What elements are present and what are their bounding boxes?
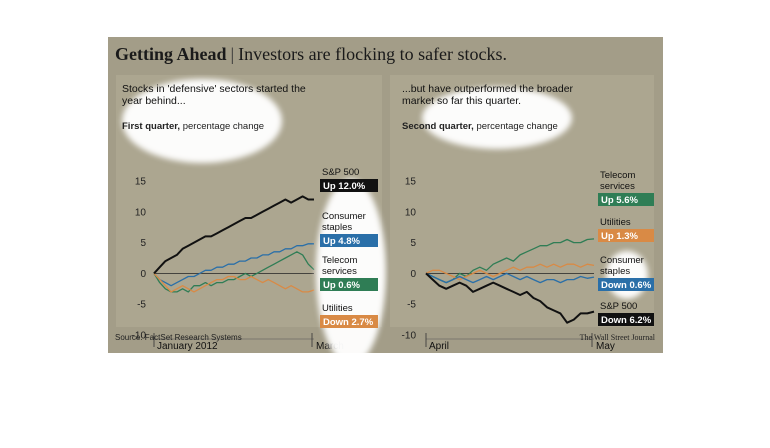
series-line-consumer-staples	[425, 272, 595, 284]
series-line-telecom-services	[153, 251, 315, 293]
y-tick-label: 10	[405, 207, 417, 218]
series-name: services	[322, 266, 357, 277]
figure-title: Getting Ahead | Investors are flocking to …	[115, 44, 507, 65]
chart-second-quarter: 15 10 5 0 -5 -10 April May	[402, 177, 615, 353]
panel1-subtitle: Stocks in 'defensive' sectors started th…	[122, 83, 306, 107]
series-name: Utilities	[322, 303, 353, 314]
publisher-credit: The Wall Street Journal	[579, 333, 655, 342]
panel-second-quarter: 15 10 5 0 -5 -10 April May ...but have outperfo…	[390, 75, 654, 353]
series-name: Utilities	[600, 217, 631, 228]
y-tick-label: -10	[402, 331, 417, 342]
series-value-label: Up 1.3%	[601, 231, 639, 242]
series-value-label: Up 12.0%	[323, 181, 366, 192]
x-tick-label: April	[429, 341, 449, 352]
series-value-label: Down 0.6%	[601, 280, 652, 291]
y-tick-label: -10	[132, 331, 147, 342]
y-tick-label: 0	[410, 269, 416, 280]
y-tick-label: 5	[410, 238, 416, 249]
series-name: Telecom	[322, 255, 357, 266]
series-value-box	[598, 278, 654, 291]
series-value-label: Up 0.6%	[323, 280, 361, 291]
series-name: services	[600, 181, 635, 192]
series-value-box	[598, 193, 654, 206]
series-value-box	[598, 313, 654, 326]
title-rest: Investors are flocking to safer stocks.	[238, 44, 508, 64]
series-name: Telecom	[600, 170, 635, 181]
series-line-consumer-staples	[153, 243, 314, 287]
panel2-unit: Second quarter, percentage change	[402, 121, 558, 132]
series-name: staples	[600, 266, 630, 277]
y-tick-label: 10	[135, 207, 147, 218]
series-name: staples	[322, 222, 352, 233]
y-tick-label: -5	[137, 300, 146, 311]
series-value-box	[598, 229, 654, 242]
series-name: Consumer	[600, 255, 644, 266]
y-tick-label: 5	[140, 238, 146, 249]
series-name: S&P 500	[600, 301, 637, 312]
x-tick-label: January 2012	[157, 341, 218, 352]
panel1-unit-rest: percentage change	[182, 121, 265, 132]
panel2-unit-rest: percentage change	[476, 121, 558, 132]
chart-figure: Getting Ahead | Investors are flocking to …	[108, 37, 663, 365]
y-tick-label: 15	[135, 177, 147, 188]
series-line-utilities	[153, 272, 315, 293]
source-note: Source: FactSet Research Systems	[115, 333, 242, 342]
panel1-unit-bold: First quarter,	[122, 121, 181, 132]
series-name: Consumer	[322, 211, 366, 222]
series-value-label: Down 6.2%	[601, 315, 652, 326]
series-line-s-p-500	[425, 272, 595, 324]
series-value-box	[320, 234, 378, 247]
panel2-unit-bold: Second quarter,	[402, 121, 474, 132]
panel1-unit: First quarter, percentage change	[122, 121, 264, 132]
title-bold: Getting Ahead	[115, 44, 227, 64]
series-value-box	[320, 315, 378, 328]
series-name: S&P 500	[322, 167, 359, 178]
series-value-label: Down 2.7%	[323, 317, 374, 328]
title-separator: |	[230, 44, 235, 64]
series-value-box	[320, 179, 378, 192]
y-tick-label: 15	[405, 177, 417, 188]
series-line-utilities	[425, 263, 595, 281]
x-tick-label: May	[596, 341, 615, 352]
series-value-box	[320, 278, 378, 291]
y-tick-label: -5	[407, 300, 416, 311]
series-line-s-p-500	[153, 195, 314, 275]
y-tick-label: 0	[140, 269, 146, 280]
series-value-label: Up 5.6%	[601, 195, 639, 206]
panel2-subtitle: ...but have outperformed the broader mar…	[402, 83, 574, 107]
series-value-label: Up 4.8%	[323, 236, 361, 247]
